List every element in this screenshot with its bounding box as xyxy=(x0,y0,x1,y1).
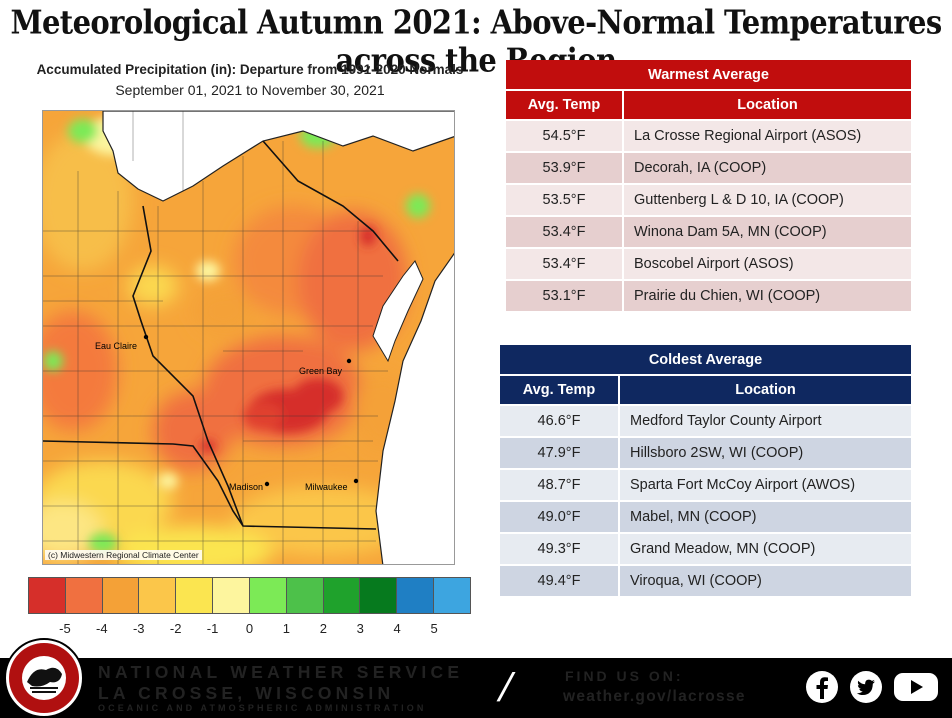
table-row: 49.4°F Viroqua, WI (COOP) xyxy=(500,564,911,596)
lake-superior xyxy=(102,111,454,202)
temp-cell: 53.4°F xyxy=(506,247,624,279)
legend-swatch xyxy=(102,578,140,613)
location-cell: Grand Meadow, MN (COOP) xyxy=(620,532,911,564)
coldest-caption: Coldest Average xyxy=(500,345,911,374)
table-row: 53.4°F Winona Dam 5A, MN (COOP) xyxy=(506,215,911,247)
precipitation-map: Eau Claire Green Bay Madison Milwaukee xyxy=(42,110,455,565)
color-legend xyxy=(28,577,471,614)
coldest-col-temp: Avg. Temp xyxy=(500,374,620,404)
warmest-col-location: Location xyxy=(624,89,911,119)
temp-cell: 54.5°F xyxy=(506,119,624,151)
legend-swatch xyxy=(139,578,177,613)
location-cell: Medford Taylor County Airport xyxy=(620,404,911,436)
legend-tick: -4 xyxy=(96,621,108,636)
legend-tick: -1 xyxy=(206,621,219,636)
org-line-2: LA CROSSE, WISCONSIN xyxy=(98,683,395,703)
location-cell: Mabel, MN (COOP) xyxy=(620,500,911,532)
temp-cell: 46.6°F xyxy=(500,404,620,436)
city-green-bay: Green Bay xyxy=(299,366,343,376)
legend-swatch xyxy=(65,578,103,613)
county-lines xyxy=(43,111,388,564)
temp-cell: 53.5°F xyxy=(506,183,624,215)
table-row: 48.7°F Sparta Fort McCoy Airport (AWOS) xyxy=(500,468,911,500)
find-us-label: FIND US ON: xyxy=(565,668,684,684)
facebook-icon[interactable] xyxy=(805,670,839,704)
table-row: 53.9°F Decorah, IA (COOP) xyxy=(506,151,911,183)
legend-swatch xyxy=(176,578,214,613)
nws-logo-icon xyxy=(4,638,84,718)
location-cell: Guttenberg L & D 10, IA (COOP) xyxy=(624,183,911,215)
legend-tick: 5 xyxy=(430,621,438,636)
city-markers: Eau Claire Green Bay Madison Milwaukee xyxy=(95,334,359,492)
legend-swatch xyxy=(397,578,435,613)
map-heading: Accumulated Precipitation (in): Departur… xyxy=(36,62,464,77)
city-milwaukee: Milwaukee xyxy=(305,482,348,492)
table-row: 53.5°F Guttenberg L & D 10, IA (COOP) xyxy=(506,183,911,215)
legend-tick: 2 xyxy=(319,621,327,636)
location-cell: Decorah, IA (COOP) xyxy=(624,151,911,183)
map-date-range: September 01, 2021 to November 30, 2021 xyxy=(115,82,385,98)
legend-tick: -2 xyxy=(169,621,182,636)
table-row: 54.5°F La Crosse Regional Airport (ASOS) xyxy=(506,119,911,151)
twitter-icon[interactable] xyxy=(849,670,883,704)
page-title: Meteorological Autumn 2021: Above-Normal… xyxy=(10,3,942,80)
location-cell: Boscobel Airport (ASOS) xyxy=(624,247,911,279)
state-boundaries xyxy=(43,140,399,530)
city-madison: Madison xyxy=(229,482,263,492)
legend-tick: 1 xyxy=(282,621,291,636)
table-row: 53.4°F Boscobel Airport (ASOS) xyxy=(506,247,911,279)
legend-swatch xyxy=(434,578,470,613)
location-cell: Prairie du Chien, WI (COOP) xyxy=(624,279,911,311)
coldest-col-location: Location xyxy=(620,374,911,404)
location-cell: Winona Dam 5A, MN (COOP) xyxy=(624,215,911,247)
temp-cell: 53.9°F xyxy=(506,151,624,183)
temp-cell: 49.3°F xyxy=(500,532,620,564)
legend-tick: 3 xyxy=(356,621,364,636)
org-line-3: OCEANIC AND ATMOSPHERIC ADMINISTRATION xyxy=(98,703,427,713)
table-row: 49.0°F Mabel, MN (COOP) xyxy=(500,500,911,532)
temp-cell: 49.0°F xyxy=(500,500,620,532)
legend-tick: -3 xyxy=(132,621,145,636)
legend-swatch xyxy=(360,578,398,613)
location-cell: Sparta Fort McCoy Airport (AWOS) xyxy=(620,468,911,500)
table-row: 47.9°F Hillsboro 2SW, WI (COOP) xyxy=(500,436,911,468)
lake-michigan xyxy=(375,252,454,564)
table-row: 46.6°F Medford Taylor County Airport xyxy=(500,404,911,436)
footer-bar xyxy=(0,658,952,718)
warmest-table: Warmest Average Avg. Temp Location 54.5°… xyxy=(506,60,911,311)
temp-cell: 53.1°F xyxy=(506,279,624,311)
table-row: 53.1°F Prairie du Chien, WI (COOP) xyxy=(506,279,911,311)
green-bay-water xyxy=(372,260,424,363)
warmest-caption: Warmest Average xyxy=(506,60,911,89)
coldest-table: Coldest Average Avg. Temp Location 46.6°… xyxy=(500,345,911,596)
legend-swatch xyxy=(249,578,287,613)
legend-tick: 4 xyxy=(393,621,401,636)
table-row: 49.3°F Grand Meadow, MN (COOP) xyxy=(500,532,911,564)
youtube-icon[interactable] xyxy=(893,670,939,704)
location-cell: Viroqua, WI (COOP) xyxy=(620,564,911,596)
website-link[interactable]: weather.gov/lacrosse xyxy=(563,688,746,705)
legend-tick-labels: -5 -4 -3 -2 -1 0 1 2 3 4 5 xyxy=(28,621,471,639)
map-credit: (c) Midwestern Regional Climate Center xyxy=(45,550,202,560)
map-svg: Eau Claire Green Bay Madison Milwaukee xyxy=(43,111,454,564)
temp-cell: 48.7°F xyxy=(500,468,620,500)
legend-tick: 0 xyxy=(245,621,254,636)
legend-swatch xyxy=(286,578,324,613)
warmest-col-temp: Avg. Temp xyxy=(506,89,624,119)
location-cell: La Crosse Regional Airport (ASOS) xyxy=(624,119,911,151)
map-caption: Accumulated Precipitation (in): Departur… xyxy=(0,62,500,98)
temp-cell: 47.9°F xyxy=(500,436,620,468)
legend-swatch xyxy=(29,578,66,613)
org-line-1: NATIONAL WEATHER SERVICE xyxy=(98,662,464,682)
temp-cell: 53.4°F xyxy=(506,215,624,247)
legend-swatch xyxy=(323,578,361,613)
location-cell: Hillsboro 2SW, WI (COOP) xyxy=(620,436,911,468)
legend-tick: -5 xyxy=(59,621,71,636)
temp-cell: 49.4°F xyxy=(500,564,620,596)
city-eau-claire: Eau Claire xyxy=(95,341,137,351)
legend-swatch xyxy=(213,578,250,613)
